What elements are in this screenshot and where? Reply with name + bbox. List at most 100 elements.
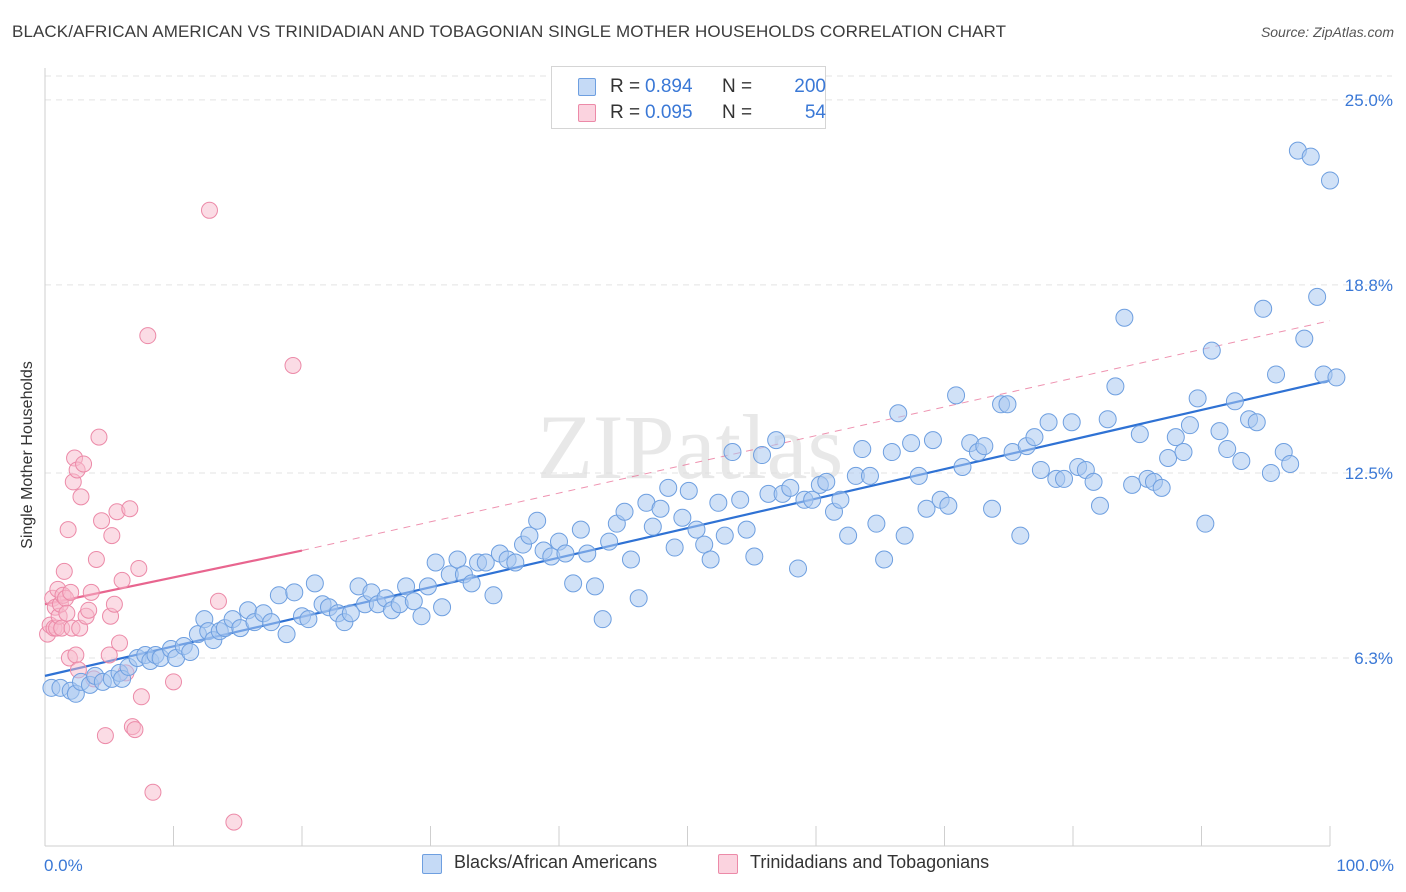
data-point-blacks bbox=[737, 520, 756, 539]
data-point-blacks bbox=[1254, 299, 1273, 318]
data-point-blacks bbox=[860, 466, 879, 485]
data-point-blacks bbox=[448, 550, 467, 569]
data-point-trinidadians bbox=[82, 583, 100, 601]
data-point-blacks bbox=[418, 577, 437, 596]
data-point-trinidadians bbox=[105, 595, 123, 613]
bottom-legend-label: Trinidadians and Tobagonians bbox=[750, 852, 990, 872]
data-point-blacks bbox=[939, 496, 958, 515]
data-point-blacks bbox=[853, 440, 872, 459]
data-point-blacks bbox=[299, 610, 318, 629]
data-point-trinidadians bbox=[87, 550, 105, 568]
data-point-blacks bbox=[528, 511, 547, 530]
legend-r-label: R = bbox=[610, 102, 641, 123]
data-point-blacks bbox=[1267, 365, 1286, 384]
data-point-blacks bbox=[1232, 452, 1251, 470]
data-point-blacks bbox=[426, 553, 445, 572]
data-point-blacks bbox=[571, 520, 590, 539]
legend-n-label: N = bbox=[722, 76, 753, 97]
legend-swatch-blue bbox=[578, 78, 596, 96]
data-point-blacks bbox=[1090, 496, 1109, 515]
data-point-blacks bbox=[1166, 428, 1185, 447]
trend-line-trinidadians bbox=[44, 549, 303, 606]
data-point-blacks bbox=[593, 610, 612, 629]
data-point-blacks bbox=[1218, 440, 1237, 459]
legend-n-value: 200 bbox=[794, 76, 826, 97]
data-point-blacks bbox=[1295, 329, 1314, 348]
data-point-trinidadians bbox=[72, 488, 90, 506]
x-tick-labels: 0.0% 100.0% bbox=[44, 856, 1394, 875]
data-point-blacks bbox=[895, 526, 914, 545]
data-point-blacks bbox=[875, 550, 894, 569]
data-point-blacks bbox=[1130, 425, 1149, 444]
data-point-blacks bbox=[269, 586, 288, 605]
data-point-trinidadians bbox=[100, 646, 118, 664]
data-point-trinidadians bbox=[144, 783, 162, 801]
series-trinidadian-points bbox=[39, 201, 302, 831]
legend-r-value: 0.894 bbox=[645, 76, 693, 97]
data-point-trinidadians bbox=[103, 527, 121, 545]
data-point-blacks bbox=[629, 589, 648, 608]
data-point-trinidadians bbox=[67, 646, 85, 664]
data-point-blacks bbox=[831, 490, 850, 509]
data-point-trinidadians bbox=[62, 583, 80, 601]
data-point-blacks bbox=[947, 386, 966, 405]
series-black-points bbox=[42, 141, 1346, 703]
correlation-legend: R = 0.894 N = 200 R = 0.095 N = 54 bbox=[551, 66, 826, 129]
y-tick-label: 18.8% bbox=[1345, 276, 1393, 295]
data-point-blacks bbox=[1247, 413, 1266, 432]
data-point-blacks bbox=[1152, 478, 1171, 497]
source-label: Source: ZipAtlas.com bbox=[1260, 24, 1394, 40]
data-point-blacks bbox=[1308, 287, 1327, 306]
data-point-trinidadians bbox=[126, 721, 144, 739]
data-point-trinidadians bbox=[96, 727, 114, 745]
bottom-legend-swatch-pink bbox=[718, 854, 738, 874]
data-point-blacks bbox=[476, 553, 495, 572]
data-point-trinidadians bbox=[93, 512, 111, 530]
data-point-blacks bbox=[701, 550, 720, 569]
data-point-blacks bbox=[1180, 416, 1199, 435]
data-point-blacks bbox=[520, 526, 539, 545]
data-point-trinidadians bbox=[284, 356, 302, 374]
data-point-blacks bbox=[745, 547, 764, 566]
data-point-blacks bbox=[731, 490, 750, 509]
data-point-trinidadians bbox=[165, 673, 182, 691]
data-point-trinidadians bbox=[75, 455, 93, 473]
data-point-blacks bbox=[585, 577, 604, 596]
axes bbox=[44, 68, 1331, 847]
data-point-blacks bbox=[753, 446, 772, 465]
data-point-trinidadians bbox=[58, 604, 76, 622]
data-point-blacks bbox=[665, 538, 684, 557]
data-point-blacks bbox=[578, 544, 597, 563]
data-point-blacks bbox=[983, 499, 1002, 518]
data-point-blacks bbox=[998, 395, 1017, 414]
data-point-blacks bbox=[1321, 171, 1339, 190]
data-point-blacks bbox=[917, 499, 936, 518]
data-point-blacks bbox=[1188, 389, 1207, 408]
data-point-blacks bbox=[277, 625, 296, 644]
data-point-blacks bbox=[839, 526, 858, 545]
data-point-blacks bbox=[600, 532, 619, 551]
data-point-blacks bbox=[679, 481, 698, 500]
data-point-blacks bbox=[781, 478, 800, 497]
data-point-blacks bbox=[1202, 341, 1221, 360]
data-point-blacks bbox=[1327, 368, 1346, 387]
data-point-blacks bbox=[687, 520, 706, 539]
data-point-trinidadians bbox=[225, 813, 243, 831]
data-point-blacks bbox=[867, 514, 886, 533]
y-tick-label: 12.5% bbox=[1345, 464, 1393, 483]
bottom-legend-swatch-blue bbox=[422, 854, 442, 874]
data-point-blacks bbox=[1011, 526, 1030, 545]
data-point-blacks bbox=[404, 592, 423, 611]
data-point-trinidadians bbox=[200, 201, 218, 219]
legend-n-label: N = bbox=[722, 102, 753, 123]
data-point-blacks bbox=[673, 508, 692, 527]
legend-n-value: 54 bbox=[804, 102, 826, 123]
data-point-blacks bbox=[1025, 428, 1044, 447]
data-point-trinidadians bbox=[121, 500, 139, 518]
chart-title: BLACK/AFRICAN AMERICAN VS TRINIDADIAN AN… bbox=[12, 22, 1007, 41]
legend-r-value: 0.095 bbox=[645, 102, 693, 123]
data-point-blacks bbox=[262, 613, 281, 632]
data-point-blacks bbox=[1301, 147, 1320, 166]
data-point-trinidadians bbox=[59, 521, 77, 539]
data-point-blacks bbox=[953, 457, 972, 476]
